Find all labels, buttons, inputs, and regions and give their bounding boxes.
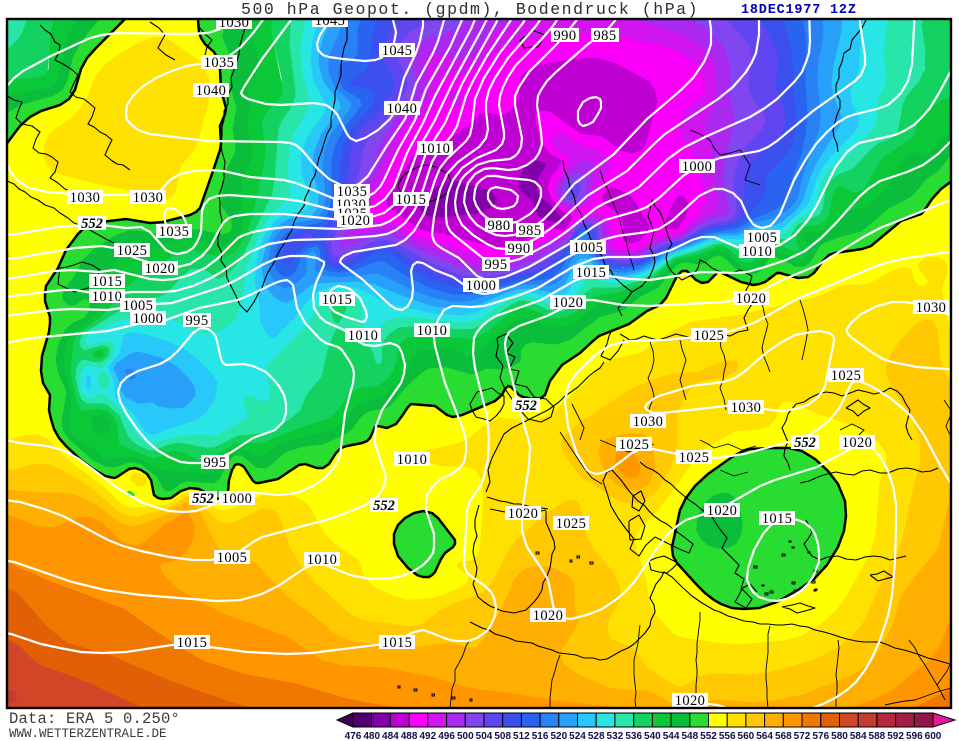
svg-text:1000: 1000 [466, 278, 497, 294]
svg-text:1020: 1020 [736, 291, 767, 307]
svg-text:508: 508 [494, 731, 511, 741]
svg-text:1025: 1025 [619, 437, 650, 453]
svg-text:1025: 1025 [117, 243, 148, 259]
svg-text:1005: 1005 [217, 550, 248, 566]
svg-text:1020: 1020 [508, 506, 539, 522]
svg-text:588: 588 [869, 731, 886, 741]
svg-text:1045: 1045 [382, 43, 413, 59]
svg-text:592: 592 [887, 731, 904, 741]
svg-text:552: 552 [81, 216, 103, 232]
svg-text:524: 524 [569, 731, 586, 741]
svg-text:1025: 1025 [556, 516, 587, 532]
svg-text:576: 576 [812, 731, 829, 741]
svg-text:1020: 1020 [145, 261, 176, 277]
svg-text:1010: 1010 [348, 328, 379, 344]
svg-text:980: 980 [488, 218, 511, 234]
svg-text:985: 985 [519, 223, 542, 239]
svg-text:484: 484 [382, 731, 399, 741]
svg-text:1010: 1010 [307, 552, 338, 568]
svg-text:1030: 1030 [633, 414, 664, 430]
svg-text:990: 990 [508, 241, 531, 257]
svg-text:568: 568 [775, 731, 792, 741]
svg-text:532: 532 [607, 731, 624, 741]
svg-text:496: 496 [438, 731, 455, 741]
svg-text:1000: 1000 [682, 159, 713, 175]
svg-text:WWW.WETTERZENTRALE.DE: WWW.WETTERZENTRALE.DE [9, 727, 167, 741]
svg-text:Data: ERA 5 0.250°: Data: ERA 5 0.250° [9, 710, 180, 728]
svg-text:1005: 1005 [123, 298, 154, 314]
svg-text:1030: 1030 [916, 300, 947, 316]
svg-text:556: 556 [719, 731, 736, 741]
svg-text:580: 580 [831, 731, 848, 741]
svg-text:1025: 1025 [694, 328, 725, 344]
svg-text:500: 500 [457, 731, 474, 741]
svg-text:1005: 1005 [573, 240, 604, 256]
svg-text:995: 995 [186, 313, 209, 329]
svg-text:552: 552 [794, 435, 816, 451]
svg-text:1015: 1015 [322, 292, 353, 308]
svg-text:1010: 1010 [397, 452, 428, 468]
svg-text:1040: 1040 [196, 83, 227, 99]
svg-text:600: 600 [925, 731, 942, 741]
svg-text:1015: 1015 [396, 192, 427, 208]
svg-text:1015: 1015 [576, 265, 607, 281]
svg-text:1025: 1025 [679, 450, 710, 466]
svg-text:1010: 1010 [742, 244, 773, 260]
svg-text:1025: 1025 [831, 368, 862, 384]
svg-text:995: 995 [204, 455, 227, 471]
svg-text:488: 488 [401, 731, 418, 741]
svg-text:990: 990 [554, 28, 577, 44]
svg-text:1030: 1030 [731, 400, 762, 416]
svg-text:528: 528 [588, 731, 605, 741]
svg-text:544: 544 [663, 731, 680, 741]
svg-text:1035: 1035 [337, 184, 368, 200]
svg-text:564: 564 [756, 731, 773, 741]
svg-text:1020: 1020 [553, 295, 584, 311]
svg-text:476: 476 [345, 731, 362, 741]
svg-text:1020: 1020 [707, 503, 738, 519]
svg-text:1020: 1020 [340, 213, 371, 229]
svg-text:1035: 1035 [204, 55, 235, 71]
svg-text:536: 536 [625, 731, 642, 741]
svg-text:1010: 1010 [92, 289, 123, 305]
svg-text:552: 552 [192, 491, 214, 507]
svg-text:1020: 1020 [533, 608, 564, 624]
svg-text:552: 552 [373, 498, 395, 514]
svg-text:560: 560 [738, 731, 755, 741]
svg-text:1005: 1005 [747, 230, 778, 246]
svg-text:1040: 1040 [387, 101, 418, 117]
svg-text:985: 985 [594, 28, 617, 44]
svg-text:18DEC1977 12Z: 18DEC1977 12Z [741, 3, 857, 18]
svg-text:1015: 1015 [762, 511, 793, 527]
svg-text:1035: 1035 [159, 224, 190, 240]
svg-text:500 hPa Geopot. (gpdm), Bodend: 500 hPa Geopot. (gpdm), Bodendruck (hPa) [241, 0, 699, 19]
svg-text:1030: 1030 [70, 190, 101, 206]
svg-text:1030: 1030 [133, 190, 164, 206]
svg-text:1045: 1045 [315, 13, 346, 29]
svg-text:995: 995 [485, 257, 508, 273]
svg-text:520: 520 [550, 731, 567, 741]
svg-text:512: 512 [513, 731, 530, 741]
svg-text:1000: 1000 [133, 311, 164, 327]
svg-text:548: 548 [681, 731, 698, 741]
svg-text:1000: 1000 [222, 491, 253, 507]
svg-text:480: 480 [363, 731, 380, 741]
svg-text:1015: 1015 [177, 635, 208, 651]
svg-text:596: 596 [906, 731, 923, 741]
svg-text:1010: 1010 [420, 141, 451, 157]
svg-text:1015: 1015 [92, 274, 123, 290]
svg-text:492: 492 [419, 731, 436, 741]
svg-text:584: 584 [850, 731, 867, 741]
svg-text:552: 552 [515, 398, 537, 414]
svg-text:1020: 1020 [675, 693, 706, 709]
svg-text:516: 516 [532, 731, 549, 741]
svg-text:1015: 1015 [382, 635, 413, 651]
svg-text:1030: 1030 [219, 15, 250, 31]
svg-text:1020: 1020 [842, 435, 873, 451]
svg-text:540: 540 [644, 731, 661, 741]
svg-text:504: 504 [476, 731, 493, 741]
svg-text:572: 572 [794, 731, 811, 741]
svg-text:1010: 1010 [417, 323, 448, 339]
svg-text:552: 552 [700, 731, 717, 741]
